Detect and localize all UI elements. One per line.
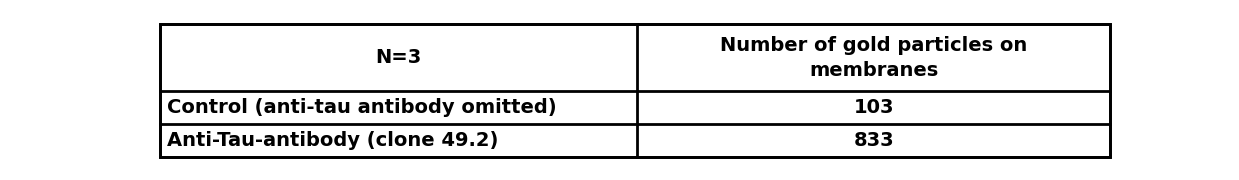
Text: Number of gold particles on
membranes: Number of gold particles on membranes bbox=[720, 36, 1027, 80]
Text: 833: 833 bbox=[854, 131, 893, 150]
Text: Anti-Tau-antibody (clone 49.2): Anti-Tau-antibody (clone 49.2) bbox=[167, 131, 499, 150]
Text: Control (anti-tau antibody omitted): Control (anti-tau antibody omitted) bbox=[167, 98, 558, 117]
Text: N=3: N=3 bbox=[375, 48, 421, 67]
Text: 103: 103 bbox=[854, 98, 893, 117]
